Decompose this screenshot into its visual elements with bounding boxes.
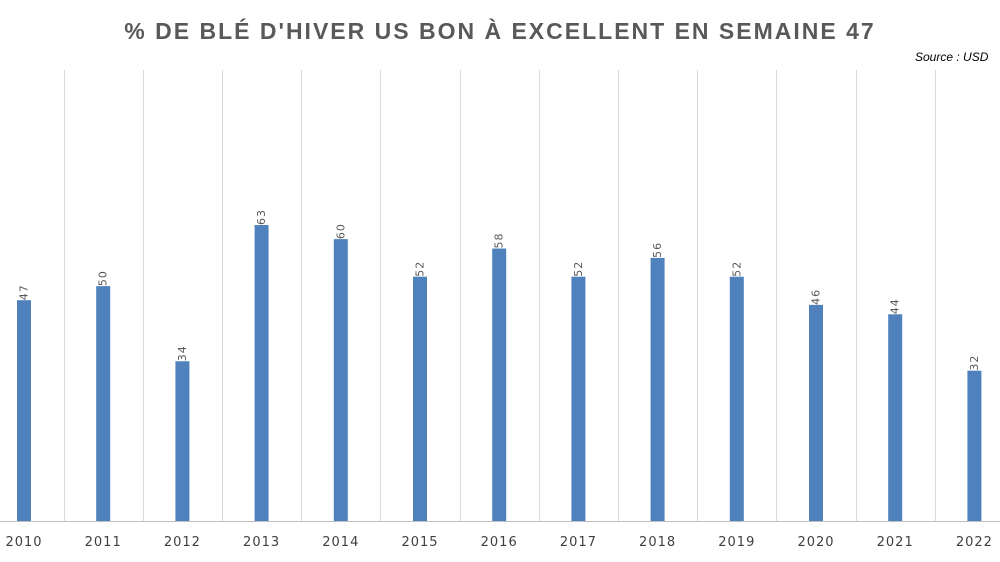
x-tick-label-2014: 2014 [322,535,359,550]
x-tick-label-2021: 2021 [877,535,914,550]
bar-2019 [729,276,744,521]
bar-2018 [650,257,665,521]
source-note: Source : USD [915,50,989,64]
data-label-2011: 50 [97,270,110,286]
x-tick-label-2013: 2013 [243,535,280,550]
data-label-2013: 63 [255,209,268,225]
x-tick-label-2010: 2010 [5,535,42,550]
bar-2021 [888,314,903,521]
x-tick-label-2011: 2011 [85,535,122,550]
x-tick-label-2020: 2020 [797,535,834,550]
bar-2020 [809,304,823,521]
x-tick-label-2018: 2018 [639,535,676,550]
data-label-2010: 47 [18,284,31,300]
bar-2014 [333,239,348,521]
bar-2016 [492,248,507,522]
data-label-2018: 56 [651,242,664,258]
x-tick-label-2015: 2015 [401,535,438,550]
x-tick-label-2022: 2022 [956,535,993,550]
data-label-2019: 52 [730,261,743,277]
data-label-2014: 60 [334,223,347,239]
bar-2015 [413,276,427,521]
bar-2011 [96,286,111,521]
data-label-2016: 58 [493,233,506,249]
x-tick-label-2019: 2019 [718,535,755,550]
x-tick-label-2016: 2016 [481,535,518,550]
bar-2013 [254,225,269,521]
bar-2017 [571,276,586,521]
x-tick-label-2017: 2017 [560,535,597,550]
bar-2022 [967,370,982,521]
data-label-2020: 46 [810,289,823,305]
data-label-2022: 32 [968,355,981,371]
bar-2012 [175,361,190,521]
chart-title: % DE BLÉ D'HIVER US BON À EXCELLENT EN S… [124,18,876,44]
x-tick-label-2012: 2012 [164,535,201,550]
data-label-2017: 52 [572,261,585,277]
data-label-2012: 34 [176,345,189,361]
data-label-2015: 52 [414,261,427,277]
data-label-2021: 44 [889,298,902,314]
bar-2010 [17,300,31,521]
